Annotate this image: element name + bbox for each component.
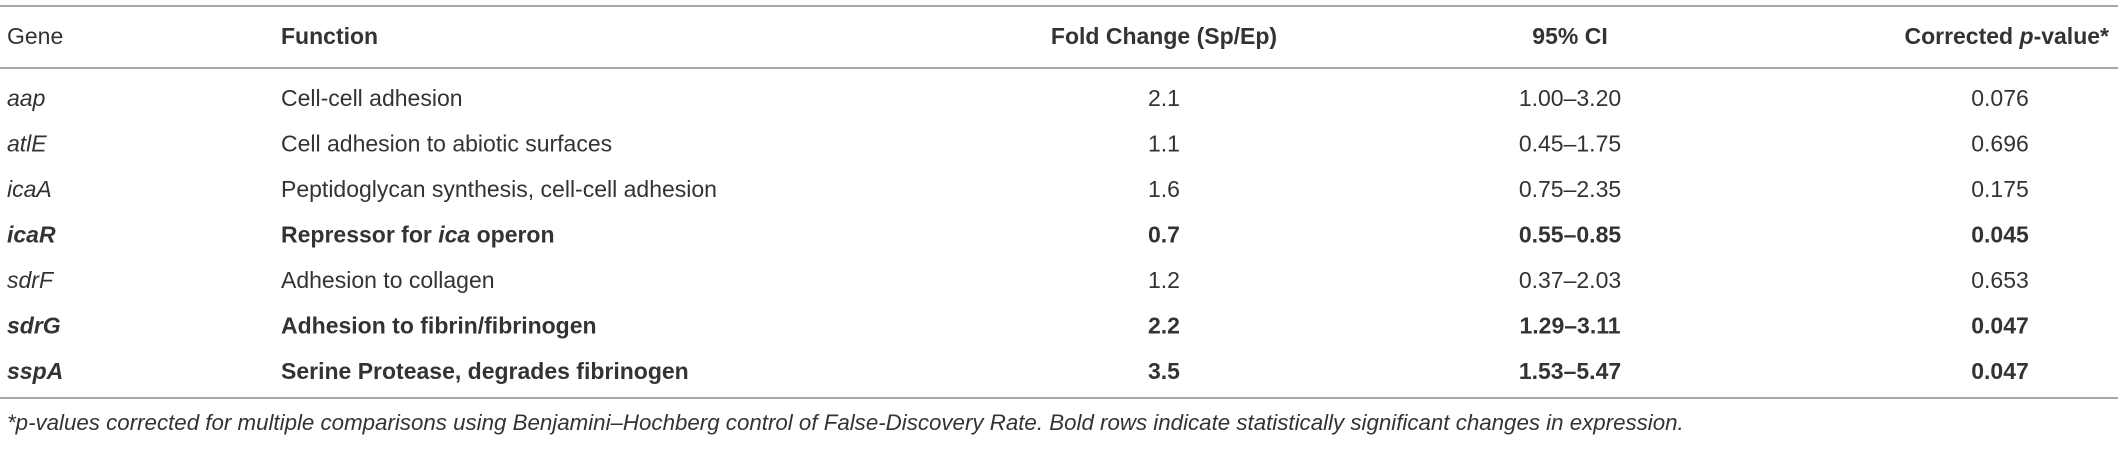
- cell: Fold Change (Sp/Ep): [1051, 23, 1277, 49]
- cell: 2.2: [1148, 313, 1180, 339]
- cell: 1.29–3.11: [1519, 313, 1620, 339]
- cell: sspA: [7, 358, 63, 384]
- cell: 1.53–5.47: [1519, 358, 1621, 384]
- cell: 3.5: [1148, 358, 1180, 384]
- cell: 0.047: [1971, 358, 2029, 384]
- cell: 0.047: [1971, 313, 2029, 339]
- cell-part: Corrected: [1904, 23, 2019, 49]
- cell-part: operon: [470, 222, 554, 248]
- cell: 95% CI: [1532, 23, 1607, 49]
- cell: 0.653: [1971, 267, 2029, 293]
- cell: 0.45–1.75: [1519, 131, 1621, 157]
- cell: 0.175: [1971, 176, 2029, 202]
- cell: sdrF: [7, 267, 55, 293]
- cell: 0.045: [1971, 222, 2029, 248]
- footnote: *p-values corrected for multiple compari…: [7, 410, 1684, 435]
- cell: 0.37–2.03: [1519, 267, 1621, 293]
- cell: 0.696: [1971, 131, 2029, 157]
- cell-part: -value*: [2034, 23, 2109, 49]
- cell: Cell-cell adhesion: [281, 85, 463, 111]
- cell: 1.2: [1148, 267, 1180, 293]
- cell: Adhesion to fibrin/fibrinogen: [281, 313, 597, 339]
- cell: atlE: [7, 131, 47, 157]
- cell: 2.1: [1148, 85, 1180, 111]
- cell: aap: [7, 85, 46, 111]
- cell: sdrG: [7, 313, 61, 339]
- cell: 1.00–3.20: [1519, 85, 1621, 111]
- cell: 1.6: [1148, 176, 1180, 202]
- cell: Cell adhesion to abiotic surfaces: [281, 131, 612, 157]
- cell: icaA: [7, 176, 52, 202]
- cell: 1.1: [1148, 131, 1180, 157]
- cell: Corrected p-value*: [1904, 23, 2109, 49]
- cell: Function: [281, 23, 378, 49]
- cell: icaR: [7, 222, 56, 248]
- cell-part: Repressor for: [281, 222, 438, 248]
- cell-part: p: [2019, 23, 2034, 49]
- cell: 0.55–0.85: [1519, 222, 1622, 248]
- cell: 0.75–2.35: [1519, 176, 1621, 202]
- cell: Gene: [7, 23, 63, 49]
- cell: 0.076: [1971, 85, 2029, 111]
- cell-part: ica: [438, 222, 470, 248]
- cell: Serine Protease, degrades fibrinogen: [281, 358, 689, 384]
- cell: Peptidoglycan synthesis, cell-cell adhes…: [281, 176, 717, 202]
- cell: 0.7: [1148, 222, 1180, 248]
- cell: Adhesion to collagen: [281, 267, 495, 293]
- cell: Repressor for ica operon: [281, 222, 555, 248]
